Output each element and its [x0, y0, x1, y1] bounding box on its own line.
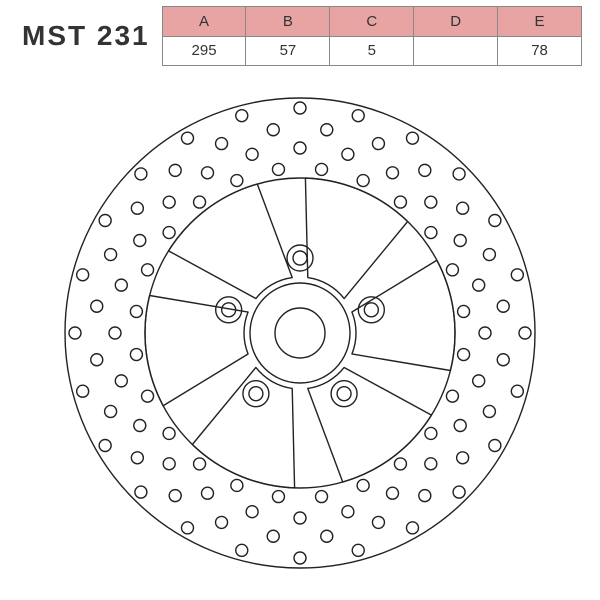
- part-number-title: MST 231: [18, 6, 162, 66]
- col-header: E: [498, 6, 581, 37]
- col-header: A: [163, 6, 246, 37]
- col-value: 57: [246, 37, 329, 67]
- spec-col-e: E 78: [498, 6, 582, 66]
- col-value: 295: [163, 37, 246, 67]
- spec-col-d: D: [414, 6, 498, 66]
- spec-col-a: A 295: [163, 6, 247, 66]
- header: MST 231 A 295 B 57 C 5 D E 78: [0, 0, 600, 66]
- disc-svg: [50, 83, 550, 583]
- spec-table: A 295 B 57 C 5 D E 78: [162, 6, 582, 66]
- col-header: B: [246, 6, 329, 37]
- col-header: D: [414, 6, 497, 37]
- brake-disc-diagram: [0, 66, 600, 600]
- col-value: [414, 37, 497, 67]
- spec-col-c: C 5: [330, 6, 414, 66]
- col-value: 78: [498, 37, 581, 67]
- col-header: C: [330, 6, 413, 37]
- col-value: 5: [330, 37, 413, 67]
- spec-col-b: B 57: [246, 6, 330, 66]
